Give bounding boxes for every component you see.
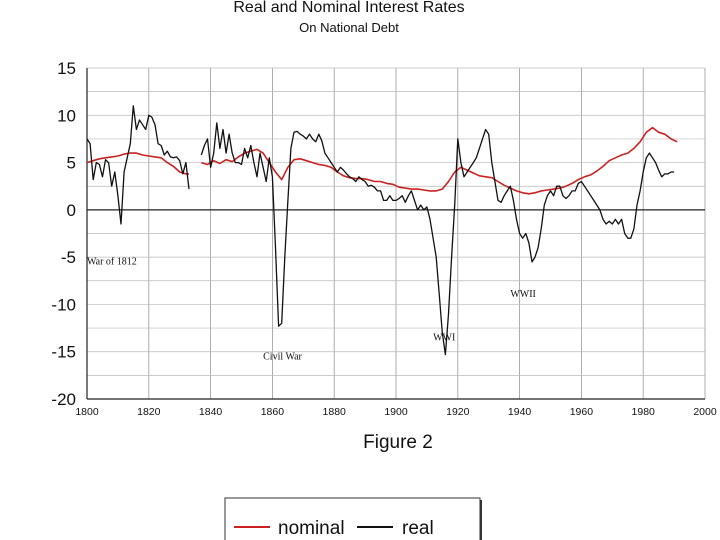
annotation-label: WWII xyxy=(510,289,536,300)
series-line-nominal xyxy=(201,126,678,195)
y-tick-label: 10 xyxy=(57,106,76,125)
series-line-real xyxy=(86,105,190,225)
annotation-label: Civil War xyxy=(263,351,302,362)
x-tick-label: 1860 xyxy=(261,406,285,418)
x-tick-label: 1880 xyxy=(323,406,347,418)
chart-title: Real and Nominal Interest Rates xyxy=(233,0,464,16)
x-tick-label: 1980 xyxy=(632,406,656,418)
series-lines xyxy=(86,105,678,356)
x-tick-label: 1820 xyxy=(137,406,161,418)
grid-lines xyxy=(86,67,706,400)
x-tick-label: 1840 xyxy=(199,406,223,418)
y-tick-label: -5 xyxy=(61,248,76,267)
x-tick-label: 1960 xyxy=(570,406,594,418)
x-tick-label: 1920 xyxy=(446,406,470,418)
x-tick-label: 1900 xyxy=(384,406,408,418)
annotation-label: War of 1812 xyxy=(87,257,137,268)
legend-label-real: real xyxy=(402,518,434,539)
annotation-label: WWI xyxy=(433,332,455,343)
legend: nominal real xyxy=(224,497,482,540)
series-line-real xyxy=(200,122,675,356)
x-tick-label: 2000 xyxy=(693,406,717,418)
x-tick-label: 1800 xyxy=(75,406,99,418)
y-tick-label: 15 xyxy=(57,59,76,78)
chart-subtitle: On National Debt xyxy=(299,20,399,35)
y-tick-label: 0 xyxy=(67,201,76,220)
y-tick-label: -20 xyxy=(51,390,76,409)
y-axis-ticks: 15 10 5 0 -5 -10 -15 -20 xyxy=(51,59,76,409)
y-tick-label: -10 xyxy=(51,295,76,314)
axes xyxy=(86,68,705,400)
legend-box xyxy=(224,497,481,540)
y-tick-label: 5 xyxy=(67,154,76,173)
legend-label-nominal: nominal xyxy=(278,518,345,539)
series-line-nominal xyxy=(86,152,189,175)
annotations: War of 1812 Civil War WWI WWII xyxy=(87,257,536,363)
x-axis-ticks: 1800 1820 1840 1860 1880 1900 1920 1940 1960 1980… xyxy=(75,406,717,418)
x-tick-label: 1940 xyxy=(508,406,532,418)
figure-caption: Figure 2 xyxy=(363,432,433,453)
y-tick-label: -15 xyxy=(51,343,76,362)
